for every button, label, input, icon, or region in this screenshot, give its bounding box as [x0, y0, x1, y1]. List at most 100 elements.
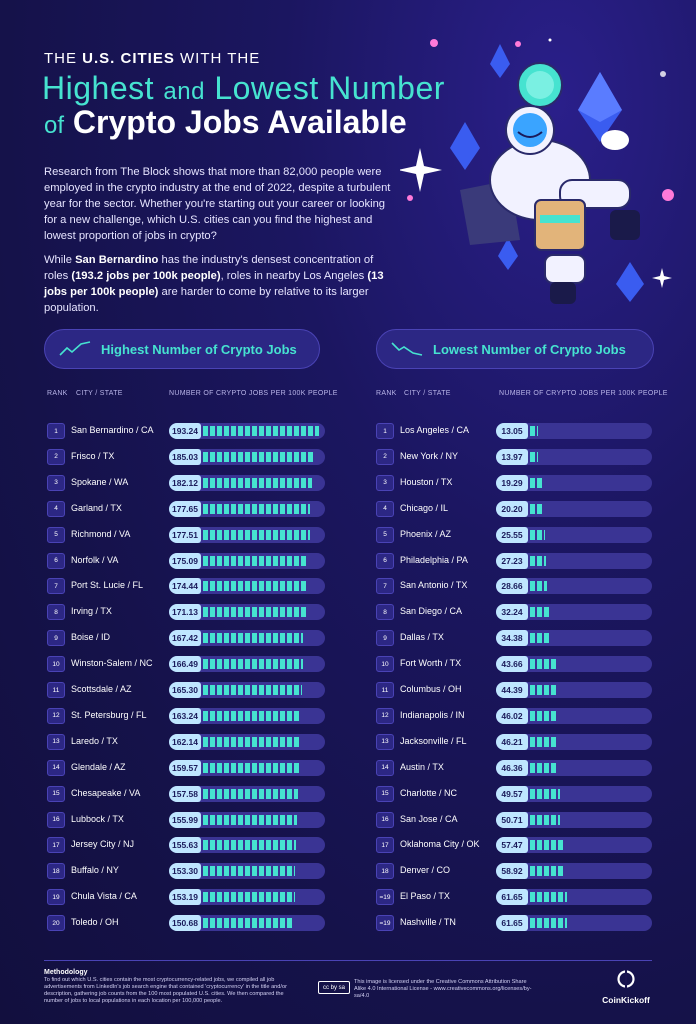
bar-track: 61.65 — [496, 915, 652, 932]
value-label: 155.63 — [169, 837, 201, 854]
rank-badge: 5 — [376, 526, 394, 543]
value-label: 159.57 — [169, 759, 201, 776]
value-label: 177.51 — [169, 526, 201, 543]
rank-badge: 13 — [376, 733, 394, 750]
highest-table-row: 18 Buffalo / NY 153.30 — [47, 863, 325, 880]
city-label: Lubbock / TX — [71, 813, 124, 824]
rank-badge: 15 — [376, 785, 394, 802]
bar-track: 20.20 — [496, 500, 652, 517]
highest-table-row: 7 Port St. Lucie / FL 174.44 — [47, 578, 325, 595]
rank-badge: 5 — [47, 526, 65, 543]
city-label: Chicago / IL — [400, 502, 449, 513]
value-label: 34.38 — [496, 630, 528, 647]
value-label: 174.44 — [169, 578, 201, 595]
city-label: San Diego / CA — [400, 606, 463, 617]
lowest-table-row: 18 Denver / CO 58.92 — [376, 863, 652, 880]
bar-fill — [203, 892, 295, 903]
highest-table-row: 17 Jersey City / NJ 155.63 — [47, 837, 325, 854]
title-line-3: of Crypto Jobs Available — [44, 104, 407, 140]
highest-table-row: 19 Chula Vista / CA 153.19 — [47, 889, 325, 906]
rank-badge: 15 — [47, 785, 65, 802]
bar-track: 177.51 — [169, 526, 325, 543]
rank-badge: 9 — [376, 630, 394, 647]
bar-fill — [203, 788, 298, 799]
highest-table-row: 9 Boise / ID 167.42 — [47, 630, 325, 647]
city-label: Port St. Lucie / FL — [71, 580, 144, 591]
bar-fill — [530, 685, 557, 695]
cc-license-badge: cc by sa — [318, 981, 350, 994]
lowest-value-header: NUMBER OF CRYPTO JOBS PER 100K PEOPLE — [499, 390, 668, 397]
rank-badge: 3 — [376, 474, 394, 491]
bar-track: 13.05 — [496, 423, 652, 439]
highest-table-row: 12 St. Petersburg / FL 163.24 — [47, 707, 325, 724]
city-label: Toledo / OH — [71, 917, 119, 928]
bar-fill — [530, 736, 558, 747]
highest-table-row: 11 Scottsdale / AZ 165.30 — [47, 682, 325, 698]
value-label: 193.24 — [169, 423, 201, 439]
bar-fill — [203, 814, 297, 825]
lowest-table-row: 5 Phoenix / AZ 25.55 — [376, 526, 652, 543]
city-label: Austin / TX — [400, 761, 444, 772]
lowest-table-row: 6 Philadelphia / PA 27.23 — [376, 552, 652, 569]
bar-fill — [203, 866, 295, 877]
value-label: 49.57 — [496, 785, 528, 802]
rank-badge: 10 — [376, 656, 394, 673]
city-label: San Bernardino / CA — [71, 425, 154, 435]
bar-fill — [530, 581, 547, 592]
rank-badge: 3 — [47, 474, 65, 491]
rank-badge: 19 — [47, 889, 65, 906]
rank-badge: 17 — [47, 837, 65, 854]
bar-fill — [530, 762, 558, 773]
lowest-table-row: 9 Dallas / TX 34.38 — [376, 630, 652, 647]
rank-badge: 16 — [376, 811, 394, 828]
city-label: El Paso / TX — [400, 891, 450, 902]
coinkickoff-logo-icon — [617, 970, 635, 988]
bar-fill — [530, 866, 565, 877]
city-label: Columbus / OH — [400, 684, 462, 694]
bar-track: 27.23 — [496, 552, 652, 569]
value-label: 46.21 — [496, 733, 528, 750]
bar-track: 58.92 — [496, 863, 652, 880]
bar-fill — [203, 840, 296, 851]
value-label: 165.30 — [169, 682, 201, 698]
bar-fill — [530, 659, 556, 670]
rank-badge: 17 — [376, 837, 394, 854]
bar-track: 25.55 — [496, 526, 652, 543]
city-label: Winston-Salem / NC — [71, 658, 153, 669]
rank-badge: =19 — [376, 889, 394, 906]
value-label: 44.39 — [496, 682, 528, 698]
bar-track: 150.68 — [169, 915, 325, 932]
bar-fill — [203, 736, 300, 747]
highest-rank-header: RANK — [47, 390, 68, 397]
value-label: 177.65 — [169, 500, 201, 517]
rank-badge: 13 — [47, 733, 65, 750]
rank-badge: 18 — [47, 863, 65, 880]
rank-badge: 20 — [47, 915, 65, 932]
bar-fill — [203, 685, 302, 695]
value-label: 58.92 — [496, 863, 528, 880]
lowest-table-row: 2 New York / NY 13.97 — [376, 448, 652, 465]
bar-track: 193.24 — [169, 423, 325, 439]
rank-badge: 16 — [47, 811, 65, 828]
bar-track: 34.38 — [496, 630, 652, 647]
bar-track: 43.66 — [496, 656, 652, 673]
bar-track: 162.14 — [169, 733, 325, 750]
city-label: St. Petersburg / FL — [71, 709, 147, 720]
bar-fill — [203, 451, 314, 462]
rank-badge: 4 — [376, 500, 394, 517]
bar-fill — [203, 710, 301, 721]
bar-fill — [530, 555, 546, 566]
methodology-text: To find out which U.S. cities contain th… — [44, 977, 287, 1004]
highest-table-row: 1 San Bernardino / CA 193.24 — [47, 423, 325, 439]
bar-track: 163.24 — [169, 707, 325, 724]
value-label: 13.97 — [496, 448, 528, 465]
bar-fill — [203, 918, 293, 929]
title-line-2: Highest and Lowest Number — [42, 70, 445, 106]
lowest-rank-header: RANK — [376, 390, 397, 397]
city-label: Houston / TX — [400, 476, 453, 487]
rank-badge: 4 — [47, 500, 65, 517]
intro-paragraph-1: Research from The Block shows that more … — [44, 166, 391, 242]
city-label: Irving / TX — [71, 606, 112, 617]
brand-logo: CoinKickoff — [596, 970, 656, 1005]
